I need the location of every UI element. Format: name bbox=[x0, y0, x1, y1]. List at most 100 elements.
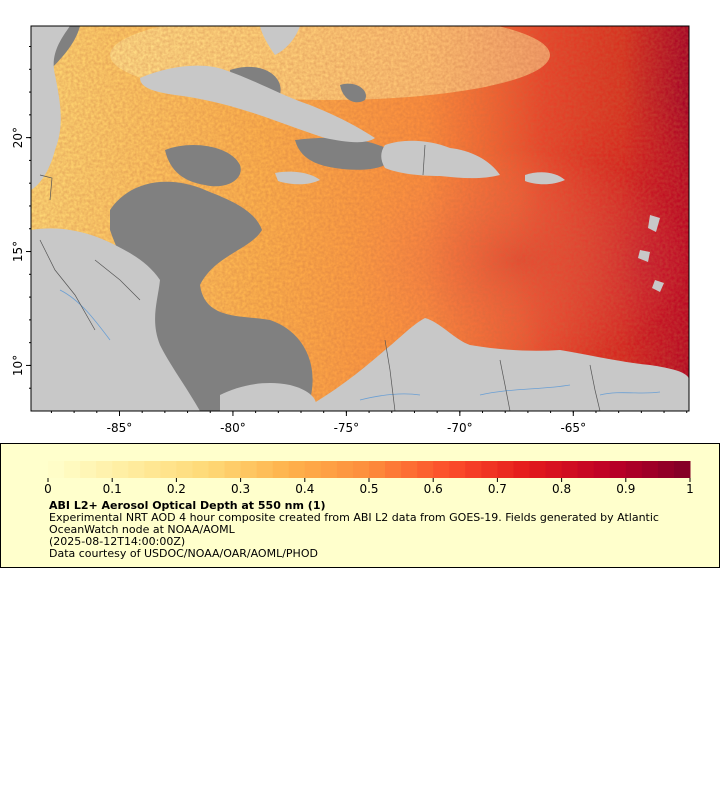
colorbar-cell-14 bbox=[272, 461, 290, 478]
x-tick-label-2: -75° bbox=[334, 421, 360, 435]
colorbar-cell-12 bbox=[240, 461, 258, 478]
land-jamaica bbox=[275, 171, 320, 185]
land-yucatan bbox=[31, 26, 70, 190]
border-5 bbox=[589, 364, 601, 411]
colorbar-tick-label-2: 0.2 bbox=[167, 482, 186, 496]
border-4 bbox=[499, 359, 511, 411]
colorbar-cell-23 bbox=[417, 461, 434, 478]
colorbar-tick-label-6: 0.6 bbox=[424, 482, 443, 496]
no-data-north-center bbox=[340, 83, 366, 103]
colorbar-cell-39 bbox=[673, 461, 691, 478]
colorbar-cell-31 bbox=[545, 461, 563, 478]
colorbar-tick-label-5: 0.5 bbox=[359, 482, 378, 496]
colorbar-cell-8 bbox=[176, 461, 193, 478]
colorbar-cell-28 bbox=[497, 461, 514, 478]
colorbar-cell-10 bbox=[208, 461, 226, 478]
colorbar-cell-35 bbox=[609, 461, 627, 478]
y-tick-label-0: 20° bbox=[11, 127, 25, 148]
colorbar-tick-label-0: 0 bbox=[44, 482, 52, 496]
colorbar-cell-38 bbox=[657, 461, 675, 478]
colorbar-cell-16 bbox=[304, 461, 322, 478]
colorbar-cell-5 bbox=[128, 461, 145, 478]
colorbar-tick-label-10: 1 bbox=[686, 482, 694, 496]
colorbar-cell-11 bbox=[224, 461, 242, 478]
colorbar-cell-20 bbox=[369, 461, 386, 478]
colorbar-tick-label-7: 0.7 bbox=[488, 482, 507, 496]
land-puerto-rico bbox=[525, 172, 565, 185]
colorbar-cell-7 bbox=[160, 461, 177, 478]
colorbar-cell-6 bbox=[144, 461, 161, 478]
colorbar-cell-15 bbox=[288, 461, 306, 478]
border-3 bbox=[384, 339, 396, 411]
x-tick-label-0: -85° bbox=[107, 421, 133, 435]
colorbar-cell-25 bbox=[449, 461, 466, 478]
colorbar-tick-label-4: 0.4 bbox=[295, 482, 314, 496]
colorbar-cell-2 bbox=[80, 461, 97, 478]
border-2 bbox=[94, 259, 141, 301]
colorbar-cell-36 bbox=[625, 461, 643, 478]
map-canvas: -85° -80° -75° -70° -65° 20° 15° 10° bbox=[11, 25, 690, 435]
colorbar-cell-17 bbox=[320, 461, 338, 478]
aod-map: -85° -80° -75° -70° -65° 20° 15° 10° bbox=[11, 25, 690, 435]
colorbar-cell-3 bbox=[96, 461, 113, 478]
colorbar-cell-21 bbox=[385, 461, 402, 478]
legend-credit: Data courtesy of USDOC/NOAA/OAR/AOML/PHO… bbox=[49, 547, 318, 560]
colorbar: 0 0.1 0.2 0.3 0.4 0.5 0.6 0.7 0.8 0.9 1 bbox=[44, 461, 694, 496]
y-axis-ticks: 20° 15° 10° bbox=[11, 46, 31, 389]
borders bbox=[39, 144, 601, 411]
no-data-caribbean-west bbox=[165, 145, 241, 187]
land-venezuela-coast bbox=[400, 333, 440, 372]
colorbar-cells bbox=[48, 461, 691, 478]
legend-description: Experimental NRT AOD 4 hour composite cr… bbox=[49, 511, 659, 536]
land-lesser-antilles bbox=[638, 215, 664, 292]
rivers bbox=[59, 289, 661, 401]
border-1 bbox=[39, 239, 96, 331]
land-cuba bbox=[140, 65, 375, 143]
no-data-cuba-south bbox=[295, 137, 395, 170]
colorbar-cell-30 bbox=[529, 461, 547, 478]
colorbar-cell-0 bbox=[48, 461, 65, 478]
colorbar-tick-label-1: 0.1 bbox=[103, 482, 122, 496]
colorbar-cell-33 bbox=[577, 461, 595, 478]
colorbar-cell-37 bbox=[641, 461, 659, 478]
colorbar-cell-18 bbox=[336, 461, 354, 478]
y-tick-label-2: 10° bbox=[11, 355, 25, 376]
colorbar-tick-label-9: 0.9 bbox=[616, 482, 635, 496]
map-layers bbox=[31, 26, 689, 411]
land-hispaniola bbox=[381, 140, 500, 179]
x-tick-label-3: -70° bbox=[447, 421, 473, 435]
land-central-america bbox=[31, 228, 200, 411]
x-axis-ticks: -85° -80° -75° -70° -65° bbox=[50, 411, 688, 435]
legend-text: ABI L2+ Aerosol Optical Depth at 550 nm … bbox=[49, 500, 709, 560]
colorbar-cell-27 bbox=[481, 461, 498, 478]
colorbar-cell-9 bbox=[192, 461, 209, 478]
colorbar-cell-13 bbox=[256, 461, 274, 478]
legend-title: ABI L2+ Aerosol Optical Depth at 550 nm … bbox=[49, 499, 326, 512]
colorbar-cell-22 bbox=[401, 461, 418, 478]
river-4 bbox=[599, 391, 661, 396]
colorbar-cell-26 bbox=[465, 461, 482, 478]
colorbar-tick-label-8: 0.8 bbox=[552, 482, 571, 496]
colorbar-cell-32 bbox=[561, 461, 579, 478]
x-tick-label-4: -65° bbox=[560, 421, 586, 435]
land-panama bbox=[220, 383, 317, 411]
colorbar-cell-1 bbox=[64, 461, 81, 478]
colorbar-tick-label-3: 0.3 bbox=[231, 482, 250, 496]
river-1 bbox=[359, 393, 421, 401]
map-frame bbox=[30, 25, 690, 412]
y-tick-label-1: 15° bbox=[11, 241, 25, 262]
border-6 bbox=[422, 144, 426, 176]
land-south-america bbox=[300, 318, 689, 411]
land-florida-tip bbox=[260, 26, 300, 55]
colorbar-cell-29 bbox=[513, 461, 530, 478]
colorbar-labels: 0 0.1 0.2 0.3 0.4 0.5 0.6 0.7 0.8 0.9 1 bbox=[44, 478, 694, 496]
x-tick-label-1: -80° bbox=[220, 421, 246, 435]
colorbar-cell-34 bbox=[593, 461, 611, 478]
legend-timestamp: (2025-08-12T14:00:00Z) bbox=[49, 535, 186, 548]
river-3 bbox=[59, 289, 111, 341]
colorbar-cell-24 bbox=[433, 461, 450, 478]
border-7 bbox=[39, 174, 53, 201]
legend-panel: 0 0.1 0.2 0.3 0.4 0.5 0.6 0.7 0.8 0.9 1 ABI L2+ Ae… bbox=[0, 443, 720, 568]
river-2 bbox=[479, 384, 571, 396]
colorbar-cell-4 bbox=[112, 461, 129, 478]
